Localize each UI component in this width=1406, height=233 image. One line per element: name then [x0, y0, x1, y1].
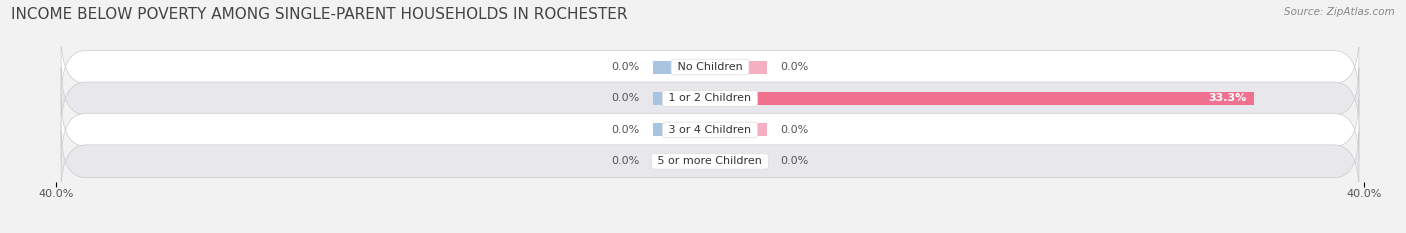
Bar [710, 92, 1254, 105]
Bar [652, 61, 710, 73]
Text: Source: ZipAtlas.com: Source: ZipAtlas.com [1284, 7, 1395, 17]
Bar [652, 92, 710, 105]
Text: INCOME BELOW POVERTY AMONG SINGLE-PARENT HOUSEHOLDS IN ROCHESTER: INCOME BELOW POVERTY AMONG SINGLE-PARENT… [11, 7, 627, 22]
Bar [652, 155, 710, 168]
FancyBboxPatch shape [60, 68, 1360, 129]
FancyBboxPatch shape [60, 130, 1360, 192]
Text: 33.3%: 33.3% [1208, 93, 1246, 103]
Text: 0.0%: 0.0% [780, 125, 808, 135]
Bar [710, 155, 768, 168]
FancyBboxPatch shape [60, 99, 1360, 161]
Text: 0.0%: 0.0% [612, 156, 640, 166]
Text: 0.0%: 0.0% [780, 62, 808, 72]
Text: 0.0%: 0.0% [612, 125, 640, 135]
Bar [710, 61, 768, 73]
Text: 1 or 2 Children: 1 or 2 Children [665, 93, 755, 103]
Bar [710, 123, 768, 136]
Text: 0.0%: 0.0% [612, 93, 640, 103]
Text: 0.0%: 0.0% [780, 156, 808, 166]
Text: 3 or 4 Children: 3 or 4 Children [665, 125, 755, 135]
Text: No Children: No Children [673, 62, 747, 72]
Bar [652, 123, 710, 136]
FancyBboxPatch shape [60, 36, 1360, 98]
Text: 0.0%: 0.0% [612, 62, 640, 72]
Text: 5 or more Children: 5 or more Children [654, 156, 766, 166]
